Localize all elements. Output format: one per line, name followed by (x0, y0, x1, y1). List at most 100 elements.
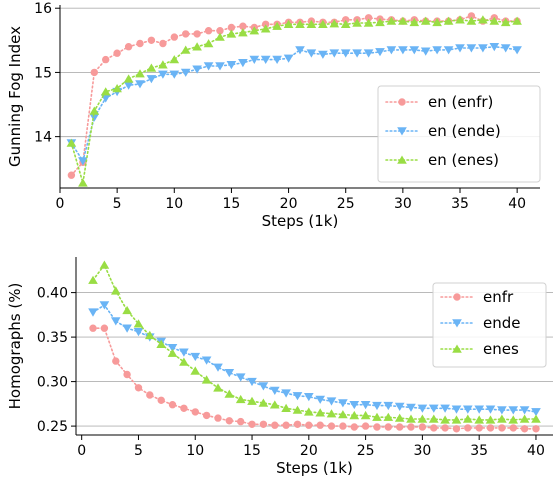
data-point (420, 47, 431, 56)
data-point (509, 424, 517, 432)
data-point (305, 421, 313, 429)
data-point (417, 404, 428, 413)
data-point (398, 46, 408, 55)
data-point (329, 19, 340, 28)
data-point (372, 401, 382, 411)
y-tick-label: 16 (34, 1, 52, 17)
x-tick-label: 15 (223, 196, 241, 212)
x-tick-label: 40 (508, 196, 526, 212)
data-point (375, 48, 385, 57)
data-point (407, 423, 415, 431)
data-point (440, 404, 450, 413)
data-point (396, 423, 404, 431)
data-point (500, 17, 511, 27)
x-tick-label: 30 (413, 443, 431, 459)
data-point (182, 30, 190, 38)
data-point (398, 16, 408, 25)
data-point (122, 305, 132, 315)
data-point (100, 324, 109, 332)
data-point (466, 16, 477, 25)
data-point (283, 54, 294, 63)
x-tick-label: 0 (77, 443, 86, 459)
data-point (363, 49, 374, 58)
y-tick-label: 0.30 (37, 375, 68, 391)
data-point (113, 49, 121, 57)
data-point (124, 42, 133, 51)
data-point (326, 397, 337, 406)
data-point (489, 16, 500, 25)
legend-label: ende (483, 314, 521, 332)
data-point (112, 84, 122, 93)
series-line (92, 263, 537, 421)
legend-box (432, 282, 547, 368)
data-point (462, 405, 473, 414)
data-point (360, 400, 371, 410)
data-point (474, 415, 485, 424)
data-point (338, 410, 348, 419)
legend: en (enfr) en (ende) en (enes) (377, 85, 541, 183)
data-point (281, 403, 291, 413)
data-point (451, 405, 462, 414)
data-point (202, 411, 211, 420)
legend-item-enes: enes (440, 340, 519, 358)
data-point (170, 33, 179, 41)
data-point (213, 363, 223, 372)
y-axis-label: Homographs (%) (6, 283, 24, 410)
y-tick-label: 0.25 (37, 419, 68, 435)
data-point (193, 30, 201, 38)
data-point (417, 414, 428, 423)
data-point (409, 17, 420, 27)
data-point (500, 44, 511, 53)
data-point (375, 17, 385, 27)
data-point (420, 16, 431, 25)
series-line (70, 45, 518, 163)
data-point (531, 408, 541, 417)
data-point (466, 44, 477, 53)
data-point (258, 398, 269, 407)
data-point (486, 424, 495, 432)
data-point (306, 49, 317, 58)
data-point (122, 324, 132, 333)
legend-marker (452, 319, 462, 328)
data-point (363, 18, 374, 27)
legend-label: enfr (483, 288, 514, 306)
data-point (169, 70, 180, 79)
legend-marker (397, 155, 407, 164)
data-point (443, 46, 454, 55)
data-point (133, 327, 144, 337)
data-point (158, 60, 168, 69)
data-point (394, 413, 405, 422)
data-point (409, 46, 420, 55)
data-point (269, 400, 280, 409)
data-point (112, 357, 120, 365)
legend-box (377, 85, 541, 183)
data-point (67, 171, 76, 179)
data-point (340, 49, 351, 58)
data-point (272, 55, 282, 64)
data-point (432, 46, 442, 55)
legend-label: en (enes) (428, 151, 499, 169)
data-point (249, 55, 260, 64)
data-point (247, 396, 257, 405)
data-point (180, 45, 191, 54)
legend: enfr ende enes (432, 282, 547, 368)
data-point (144, 330, 155, 340)
data-point (338, 399, 348, 408)
data-point (292, 392, 303, 401)
data-point (78, 157, 88, 166)
data-point (247, 377, 257, 387)
data-point (519, 406, 530, 415)
data-point (452, 425, 461, 433)
x-tick-label: 25 (337, 196, 355, 212)
data-point (238, 58, 248, 68)
data-point (339, 422, 347, 430)
data-point (136, 39, 144, 48)
data-point (406, 403, 416, 412)
legend-item-en-ende: en (ende) (385, 122, 501, 140)
data-point (235, 394, 246, 404)
data-point (295, 19, 305, 29)
data-point (271, 421, 279, 429)
data-point (249, 26, 260, 35)
data-point (269, 386, 280, 395)
series-line (70, 18, 518, 184)
